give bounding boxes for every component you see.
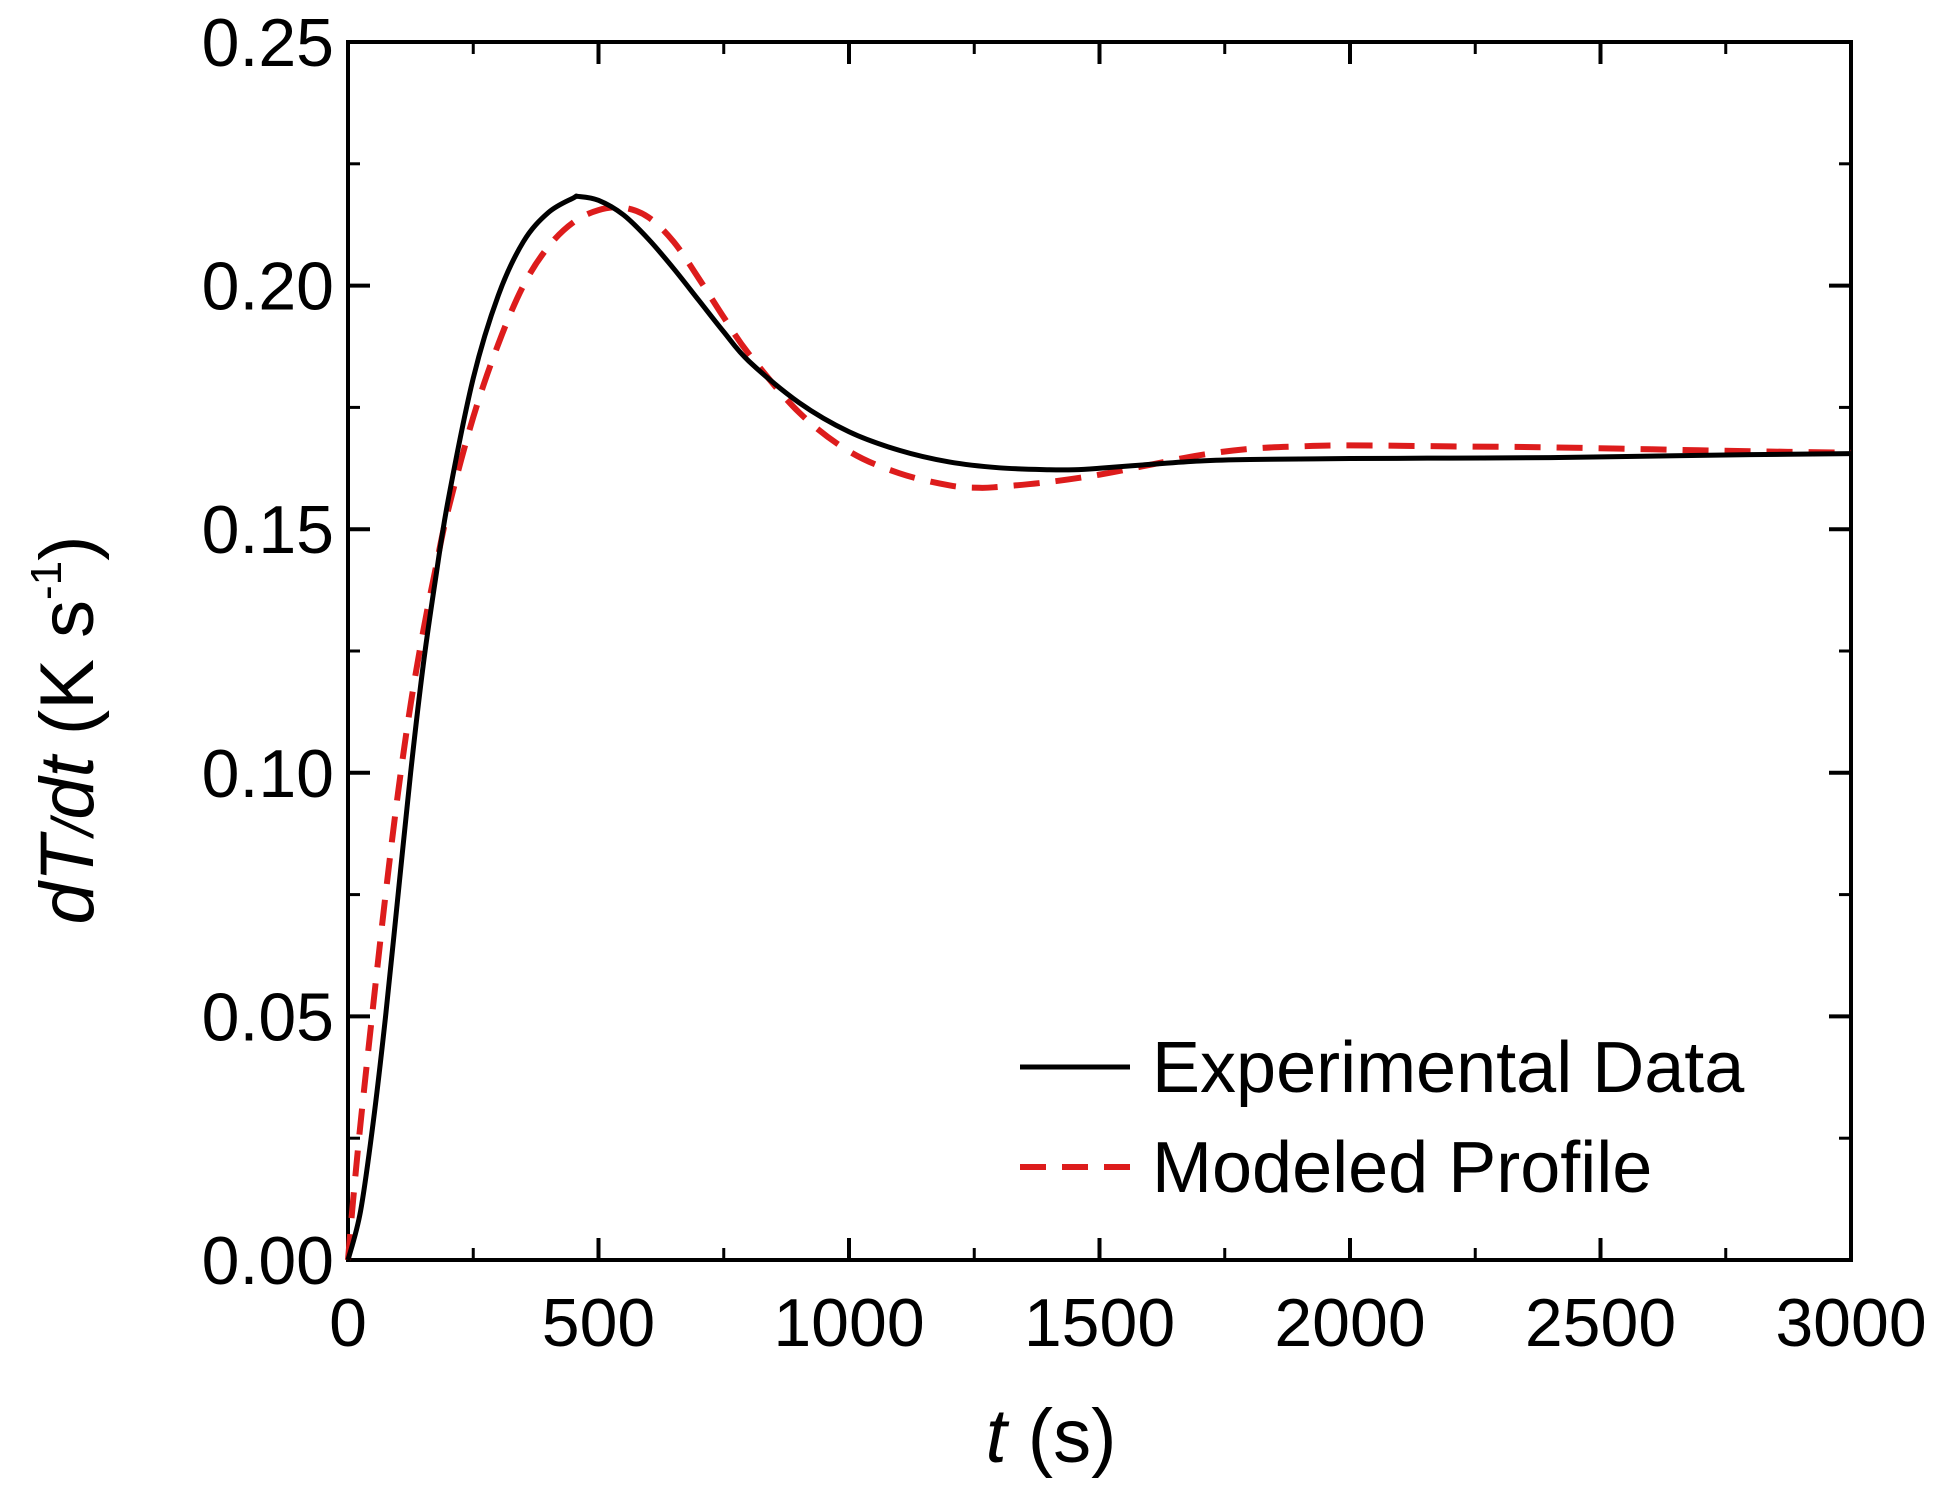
y-tick-label: 0.00 (202, 1223, 334, 1299)
x-tick-label: 2500 (1525, 1285, 1676, 1361)
x-tick-label: 0 (329, 1285, 367, 1361)
y-tick-label: 0.05 (202, 979, 334, 1055)
y-axis-unit-post: ) (25, 536, 110, 561)
y-tick-label: 0.15 (202, 492, 334, 568)
legend: Experimental Data Modeled Profile (1020, 1028, 1745, 1208)
series-line-experimental-data (345, 193, 1852, 1261)
series-line-modeled-profile (345, 204, 1852, 1261)
x-axis-title: t (s) (986, 1394, 1117, 1479)
y-axis-unit-pre: (K s (25, 600, 110, 756)
legend-label-experimental: Experimental Data (1152, 1028, 1745, 1108)
y-tick-label: 0.10 (202, 736, 334, 812)
y-axis-unit-exp: -1 (22, 561, 71, 600)
x-axis-unit: (s) (1007, 1394, 1117, 1479)
y-axis-t: t (25, 753, 110, 777)
y-axis-T: T (25, 831, 110, 882)
x-tick-label: 1500 (1024, 1285, 1175, 1361)
x-tick-label: 3000 (1775, 1285, 1926, 1361)
x-axis-var: t (986, 1394, 1010, 1479)
y-axis-d2: d (25, 775, 110, 820)
y-axis-d1: d (25, 879, 110, 924)
legend-label-modeled: Modeled Profile (1152, 1128, 1652, 1208)
x-tick-label: 2000 (1274, 1285, 1425, 1361)
y-tick-label: 0.20 (202, 249, 334, 325)
x-tick-label: 500 (542, 1285, 655, 1361)
y-tick-label: 0.25 (202, 5, 334, 81)
x-tick-label: 1000 (773, 1285, 924, 1361)
y-axis-title: dT/dt (K s-1) (22, 536, 110, 925)
